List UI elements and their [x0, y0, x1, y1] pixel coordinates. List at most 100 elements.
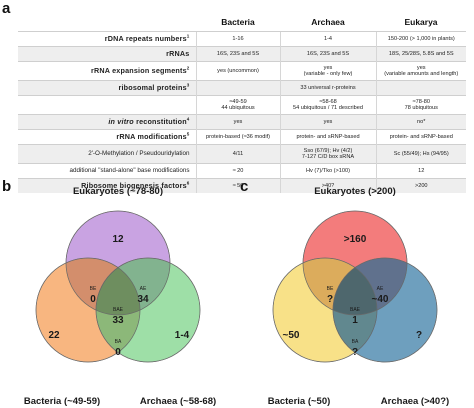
region-bacteria-only: 22 — [48, 330, 60, 341]
table-cell: ≈ 50 — [195, 178, 280, 193]
region-archaea-eukaryotes: 34 — [137, 294, 149, 305]
region-tag-ba: BA — [352, 339, 359, 345]
table-row: in vitro reconstitution4 yes yes no* — [18, 114, 466, 130]
region-eukaryotes-only: >160 — [344, 234, 367, 245]
table-cell: 1-4 — [279, 31, 376, 47]
table-cell: protein-based (≈36 modif) — [195, 129, 280, 145]
cell-text: no* — [417, 118, 426, 125]
footnote-marker: 2 — [186, 65, 190, 71]
table-cell: 16S, 23S and 5S — [279, 46, 376, 62]
panel-letter-a: a — [2, 0, 11, 17]
footnote-marker: 6 — [186, 180, 190, 186]
region-archaea-only: 1-4 — [175, 330, 190, 341]
cell-text: 16S, 23S and 5S — [216, 50, 260, 57]
table-cell: 12 — [375, 163, 466, 179]
table-cell: ≈ 20 — [195, 163, 280, 179]
cell-text: 1-16 — [232, 35, 244, 42]
table-cell: yes (variable amounts and length) — [375, 61, 466, 81]
table-cell — [195, 80, 280, 96]
venn-outline-left — [272, 257, 378, 363]
cell-text: protein- and sRNP-based — [389, 133, 453, 140]
cell-text: yes — [323, 118, 333, 125]
table-cell — [375, 80, 466, 96]
header-eukarya: Eukarya — [404, 17, 438, 27]
region-tag-bae: BAE — [350, 307, 361, 313]
cell-text: yes (variable amounts and length) — [384, 64, 459, 77]
cell-text: 4/11 — [232, 150, 244, 157]
venn-outline-left — [35, 257, 141, 363]
cell-text: yes (variable - only few) — [303, 64, 353, 77]
venn-diagram-ribosomal-proteins: Eukaryotes (~78-80) Bacteria (~49-59) Arch… — [24, 186, 216, 407]
row-label-text: rDNA repeats numbers — [104, 33, 187, 43]
row-label-text: 2'-O-Methylation / Pseudouridylation — [88, 149, 190, 157]
cell-text: 16S, 23S and 5S — [306, 50, 350, 57]
row-label-text: additional "stand-alone" base modificati… — [69, 166, 190, 174]
footnote-marker: 4 — [186, 116, 190, 122]
region-tag-be: BE — [327, 286, 334, 292]
cell-text: 18S, 25/28S, 5.8S and 5S — [388, 50, 454, 57]
footnote-marker: 3 — [186, 82, 190, 88]
table-cell: yes — [195, 114, 280, 130]
label-archaea: Archaea (>40?) — [381, 396, 449, 407]
row-label-text: ribosomal proteins — [118, 82, 187, 92]
region-bacteria-archaea-eukaryotes: 33 — [112, 315, 124, 326]
region-bacteria-archaea: 0 — [115, 347, 121, 358]
table-cell: 16S, 23S and 5S — [195, 46, 280, 62]
region-tag-bae: BAE — [113, 307, 124, 313]
row-label-text: rRNAs — [166, 48, 190, 58]
label-archaea: Archaea (~58-68) — [140, 396, 216, 407]
table-row: ribosomal proteins3 33 universal r-protei… — [18, 80, 466, 96]
cell-text: ≈58-68 54 ubiquitous / 71 described — [293, 98, 363, 111]
table-header-row: Bacteria Archaea Eukarya — [18, 14, 466, 32]
footnote-marker: 1 — [186, 33, 190, 39]
table-cell: protein- and sRNP-based — [279, 129, 376, 145]
cell-text: >40? — [321, 182, 335, 189]
table-row: 2'-O-Methylation / Pseudouridylation 4/11… — [18, 144, 466, 164]
row-label: 2'-O-Methylation / Pseudouridylation — [18, 144, 196, 164]
table-cell: ≈58-68 54 ubiquitous / 71 described — [279, 95, 376, 115]
table-cell: yes (variable - only few) — [279, 61, 376, 81]
label-eukaryotes: Eukaryotes (>200) — [314, 186, 396, 197]
overlap-shade-bacteria-archaea — [333, 258, 377, 362]
footnote-marker: 5 — [186, 131, 190, 137]
table-cell: 18S, 25/28S, 5.8S and 5S — [375, 46, 466, 62]
region-bacteria-eukaryotes: 0 — [90, 294, 96, 305]
cell-text: yes (uncommon) — [217, 67, 259, 74]
cell-text: yes — [233, 118, 243, 125]
cell-text: Sc (55/49); Hs (94/95) — [393, 150, 449, 157]
table-row: rDNA repeats numbers1 1-16 1-4 150-200 (> 1… — [18, 31, 466, 47]
region-archaea-only: ? — [416, 330, 422, 341]
header-bacteria: Bacteria — [221, 17, 255, 27]
table-cell: >200 — [375, 178, 466, 193]
table-cell: 1-16 — [195, 31, 280, 47]
region-tag-ae: AE — [140, 286, 147, 292]
table-cell: Sc (55/49); Hs (94/95) — [375, 144, 466, 164]
region-bacteria-archaea-eukaryotes: 1 — [352, 315, 358, 326]
header-archaea: Archaea — [311, 17, 345, 27]
table-cell: ≈78-80 78 ubiquitous — [375, 95, 466, 115]
region-bacteria-only: ~50 — [283, 330, 300, 341]
cell-text: 150-200 (> 1,000 in plants) — [387, 35, 455, 42]
row-label — [18, 95, 196, 115]
table-cell: 33 universal r-proteins — [279, 80, 376, 96]
row-label: rRNAs — [18, 46, 196, 62]
table-row: rRNA expansion segments2 yes (uncommon) ye… — [18, 61, 466, 81]
header-empty — [18, 14, 196, 32]
label-bacteria: Bacteria (~50) — [268, 396, 331, 407]
cell-text: Hv (7)/Tko (>100) — [306, 167, 350, 174]
table-row: rRNAs 16S, 23S and 5S 16S, 23S and 5S 18S, … — [18, 46, 466, 62]
region-bacteria-eukaryotes: ? — [327, 294, 333, 305]
table-cell: yes — [279, 114, 376, 130]
panel-letter-c: c — [240, 178, 249, 195]
table-body: rDNA repeats numbers1 1-16 1-4 150-200 (> 1… — [18, 31, 466, 193]
region-bacteria-archaea: ? — [352, 347, 358, 358]
row-label: rRNA modifications5 — [18, 129, 196, 145]
row-label-text: rRNA modifications — [116, 131, 187, 141]
cell-text: 12 — [418, 167, 425, 174]
row-label: rRNA expansion segments2 — [18, 61, 196, 81]
cell-text: protein- and sRNP-based — [296, 133, 360, 140]
table-cell: Sso (67/9); Hv (4/2) 7-127 C/D box sRNA — [279, 144, 376, 164]
row-label: ribosomal proteins3 — [18, 80, 196, 96]
table-row: additional "stand-alone" base modificati… — [18, 163, 466, 179]
row-label-text: Ribosome biogenesis factors — [81, 180, 187, 190]
